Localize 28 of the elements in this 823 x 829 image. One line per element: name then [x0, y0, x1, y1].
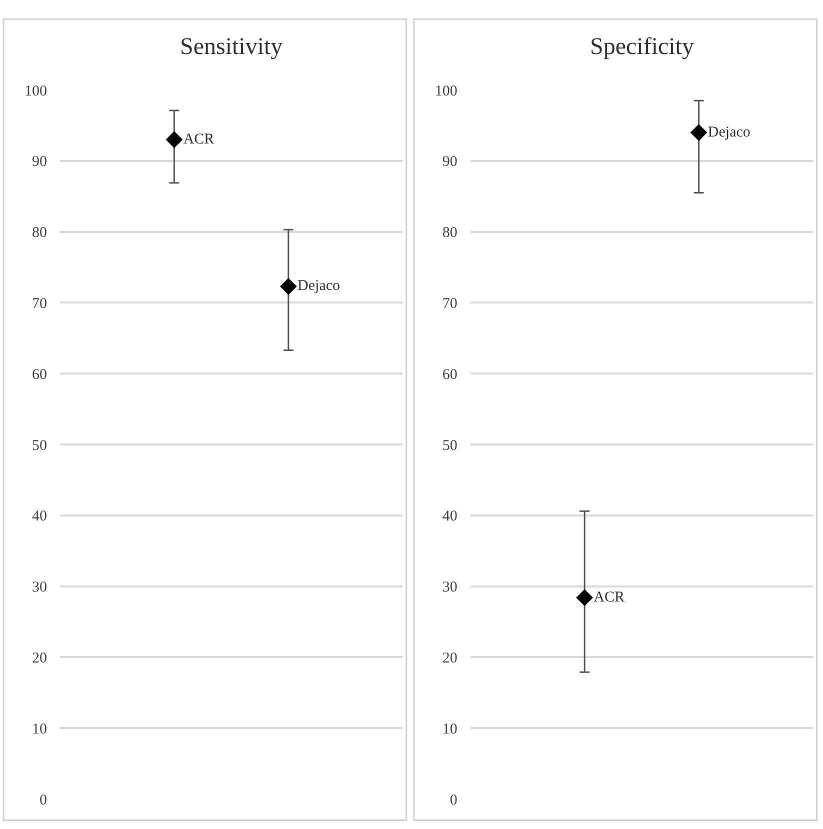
y-tick-label: 50 [442, 438, 458, 454]
y-tick-label: 70 [32, 296, 47, 312]
y-tick-label: 70 [442, 296, 458, 312]
y-tick-label: 30 [442, 580, 458, 596]
y-tick-label: 90 [32, 154, 47, 170]
y-tick-label: 50 [32, 438, 47, 454]
chart-title: Sensitivity [180, 34, 283, 60]
y-tick-label: 80 [32, 225, 47, 242]
y-tick-label: 10 [442, 721, 458, 738]
y-tick-label: 40 [442, 508, 458, 525]
y-tick-label: 60 [32, 366, 47, 383]
y-tick-label: 20 [32, 650, 47, 666]
y-tick-label: 30 [32, 580, 47, 596]
series-label: ACR [183, 131, 214, 148]
y-tick-label: 60 [442, 366, 458, 383]
y-tick-label: 0 [450, 792, 458, 808]
series-label: Dejaco [708, 124, 750, 140]
y-tick-label: 100 [434, 83, 458, 100]
y-tick-label: 100 [24, 83, 47, 100]
y-tick-label: 0 [40, 792, 47, 808]
y-tick-label: 10 [32, 721, 47, 738]
series-label: Dejaco [298, 278, 340, 294]
y-tick-label: 90 [442, 154, 458, 170]
chart-title: Specificity [590, 34, 694, 60]
y-tick-label: 40 [32, 508, 47, 525]
y-tick-label: 20 [442, 650, 458, 666]
y-tick-label: 80 [442, 225, 458, 242]
series-label: ACR [594, 589, 625, 606]
